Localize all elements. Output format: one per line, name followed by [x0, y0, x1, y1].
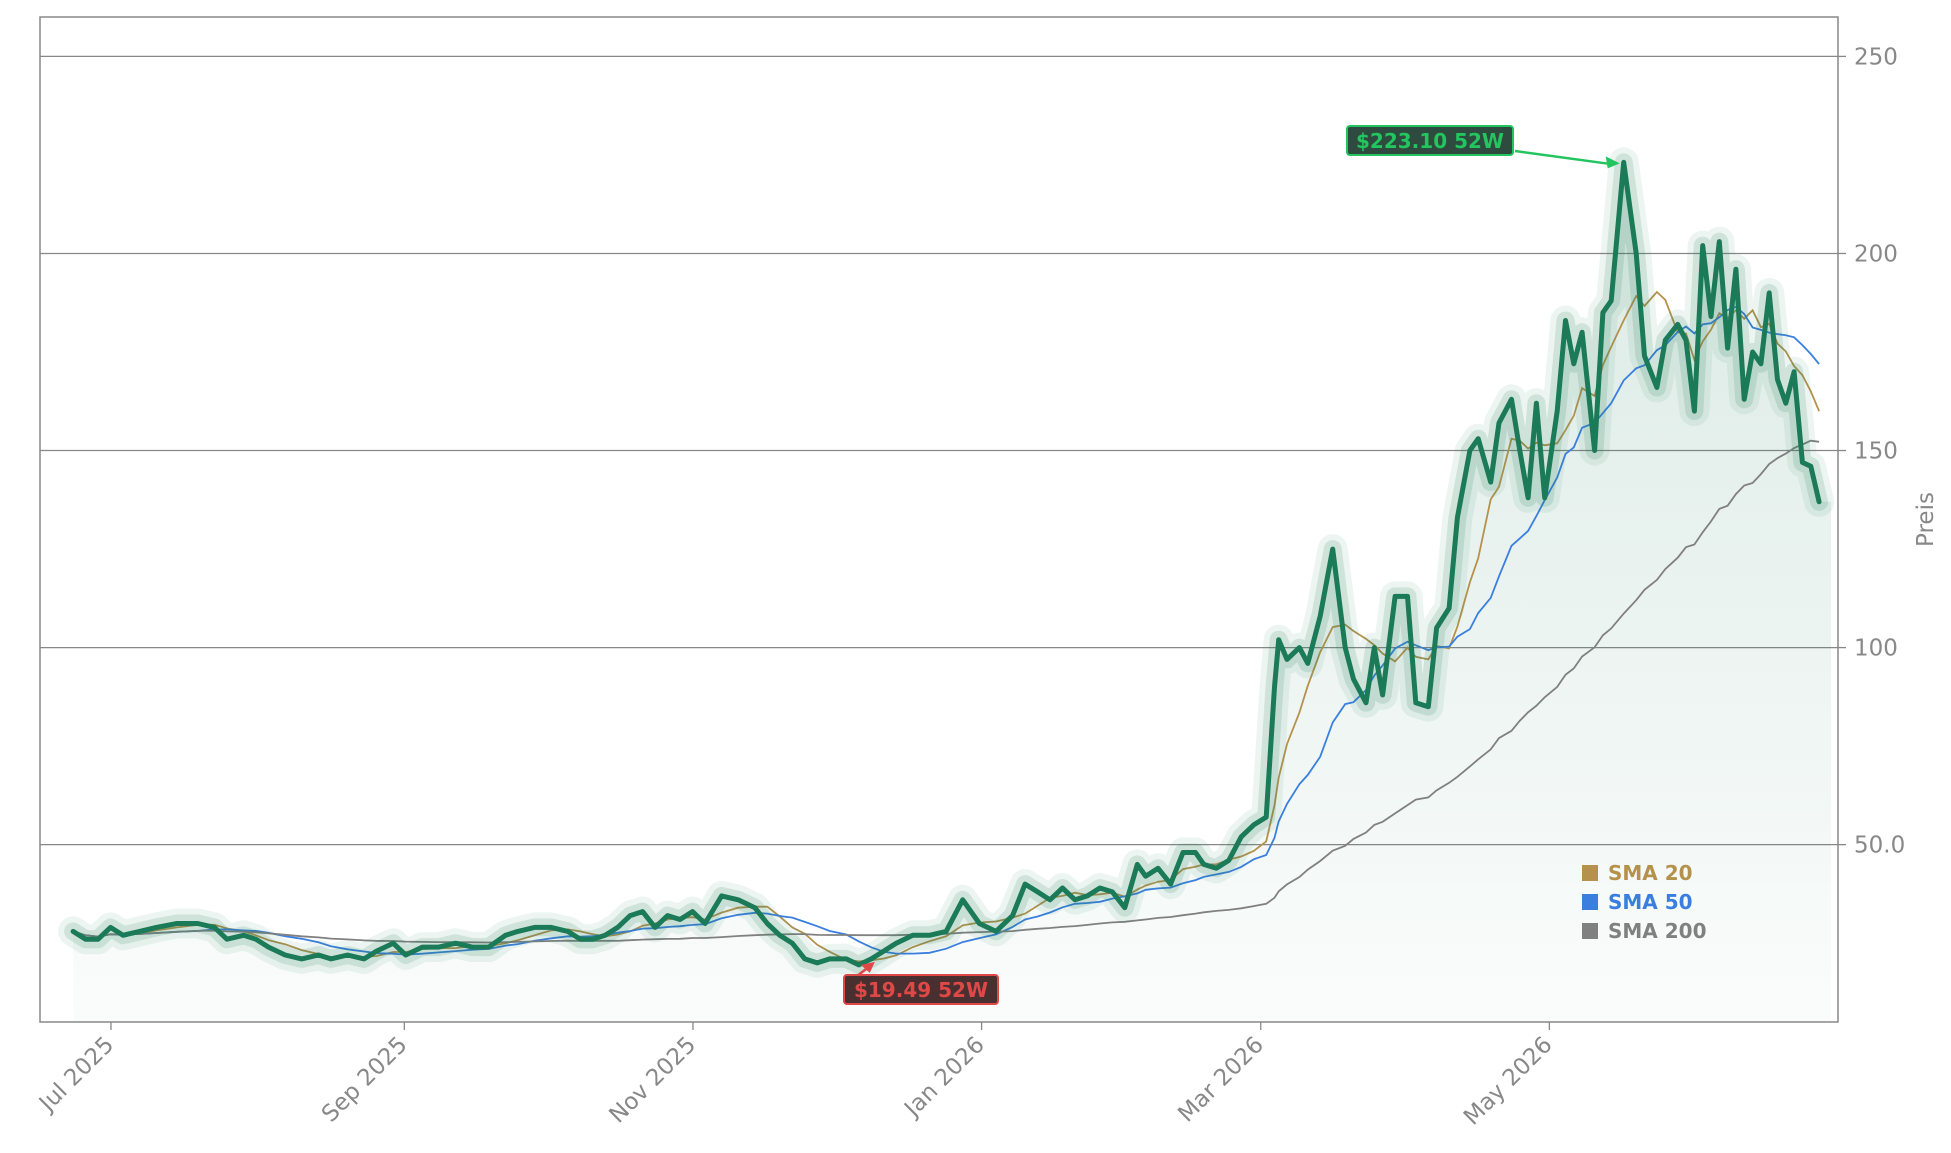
y-tick-label: 250 — [1854, 44, 1898, 70]
y-tick-label: 150 — [1854, 439, 1898, 465]
x-tick-label: Sep 2025 — [317, 1032, 413, 1128]
y-axis-ticks: 50.0 100 150 200 250 — [1838, 44, 1905, 859]
y-tick-label: 50.0 — [1854, 833, 1905, 859]
high-label: $223.10 52W — [1356, 129, 1504, 153]
price-series — [58, 147, 1835, 980]
x-axis-ticks: Jul 2025 Sep 2025 Nov 2025 Jan 2026 Mar 2026… — [33, 1022, 1558, 1131]
high-arrow — [1514, 149, 1614, 166]
low-label-box — [843, 974, 999, 1005]
x-tick-label: Mar 2026 — [1173, 1032, 1269, 1128]
y-axis-title: Preis — [1913, 492, 1939, 547]
x-tick-label: May 2026 — [1459, 1032, 1558, 1131]
price-line — [70, 159, 1822, 968]
low-arrowhead — [860, 961, 875, 973]
high-label-box — [1346, 125, 1514, 156]
annotations: $223.10 52W $19.49 52W — [843, 125, 1620, 1005]
price-area — [73, 162, 1832, 1022]
legend-label: SMA 200 — [1608, 919, 1707, 943]
legend-label: SMA 20 — [1608, 861, 1693, 885]
sma50-line — [72, 305, 1820, 956]
legend-swatch — [1582, 923, 1598, 939]
x-tick-label: Jan 2026 — [898, 1032, 989, 1123]
x-tick-label: Jul 2025 — [33, 1032, 119, 1118]
low-label: $19.49 52W — [854, 978, 988, 1002]
legend-swatch — [1582, 894, 1598, 910]
y-tick-label: 100 — [1854, 636, 1898, 662]
price-area-fill — [73, 162, 1832, 1022]
legend-label: SMA 50 — [1608, 890, 1693, 914]
x-tick-label: Nov 2025 — [605, 1032, 702, 1129]
sma200-line — [72, 439, 1820, 944]
high-arrowhead — [1605, 156, 1620, 169]
y-tick-label: 200 — [1854, 241, 1898, 267]
plot-frame — [39, 16, 1839, 1023]
legend: SMA 20 SMA 50 SMA 200 — [1582, 861, 1707, 943]
legend-swatch — [1582, 865, 1598, 881]
